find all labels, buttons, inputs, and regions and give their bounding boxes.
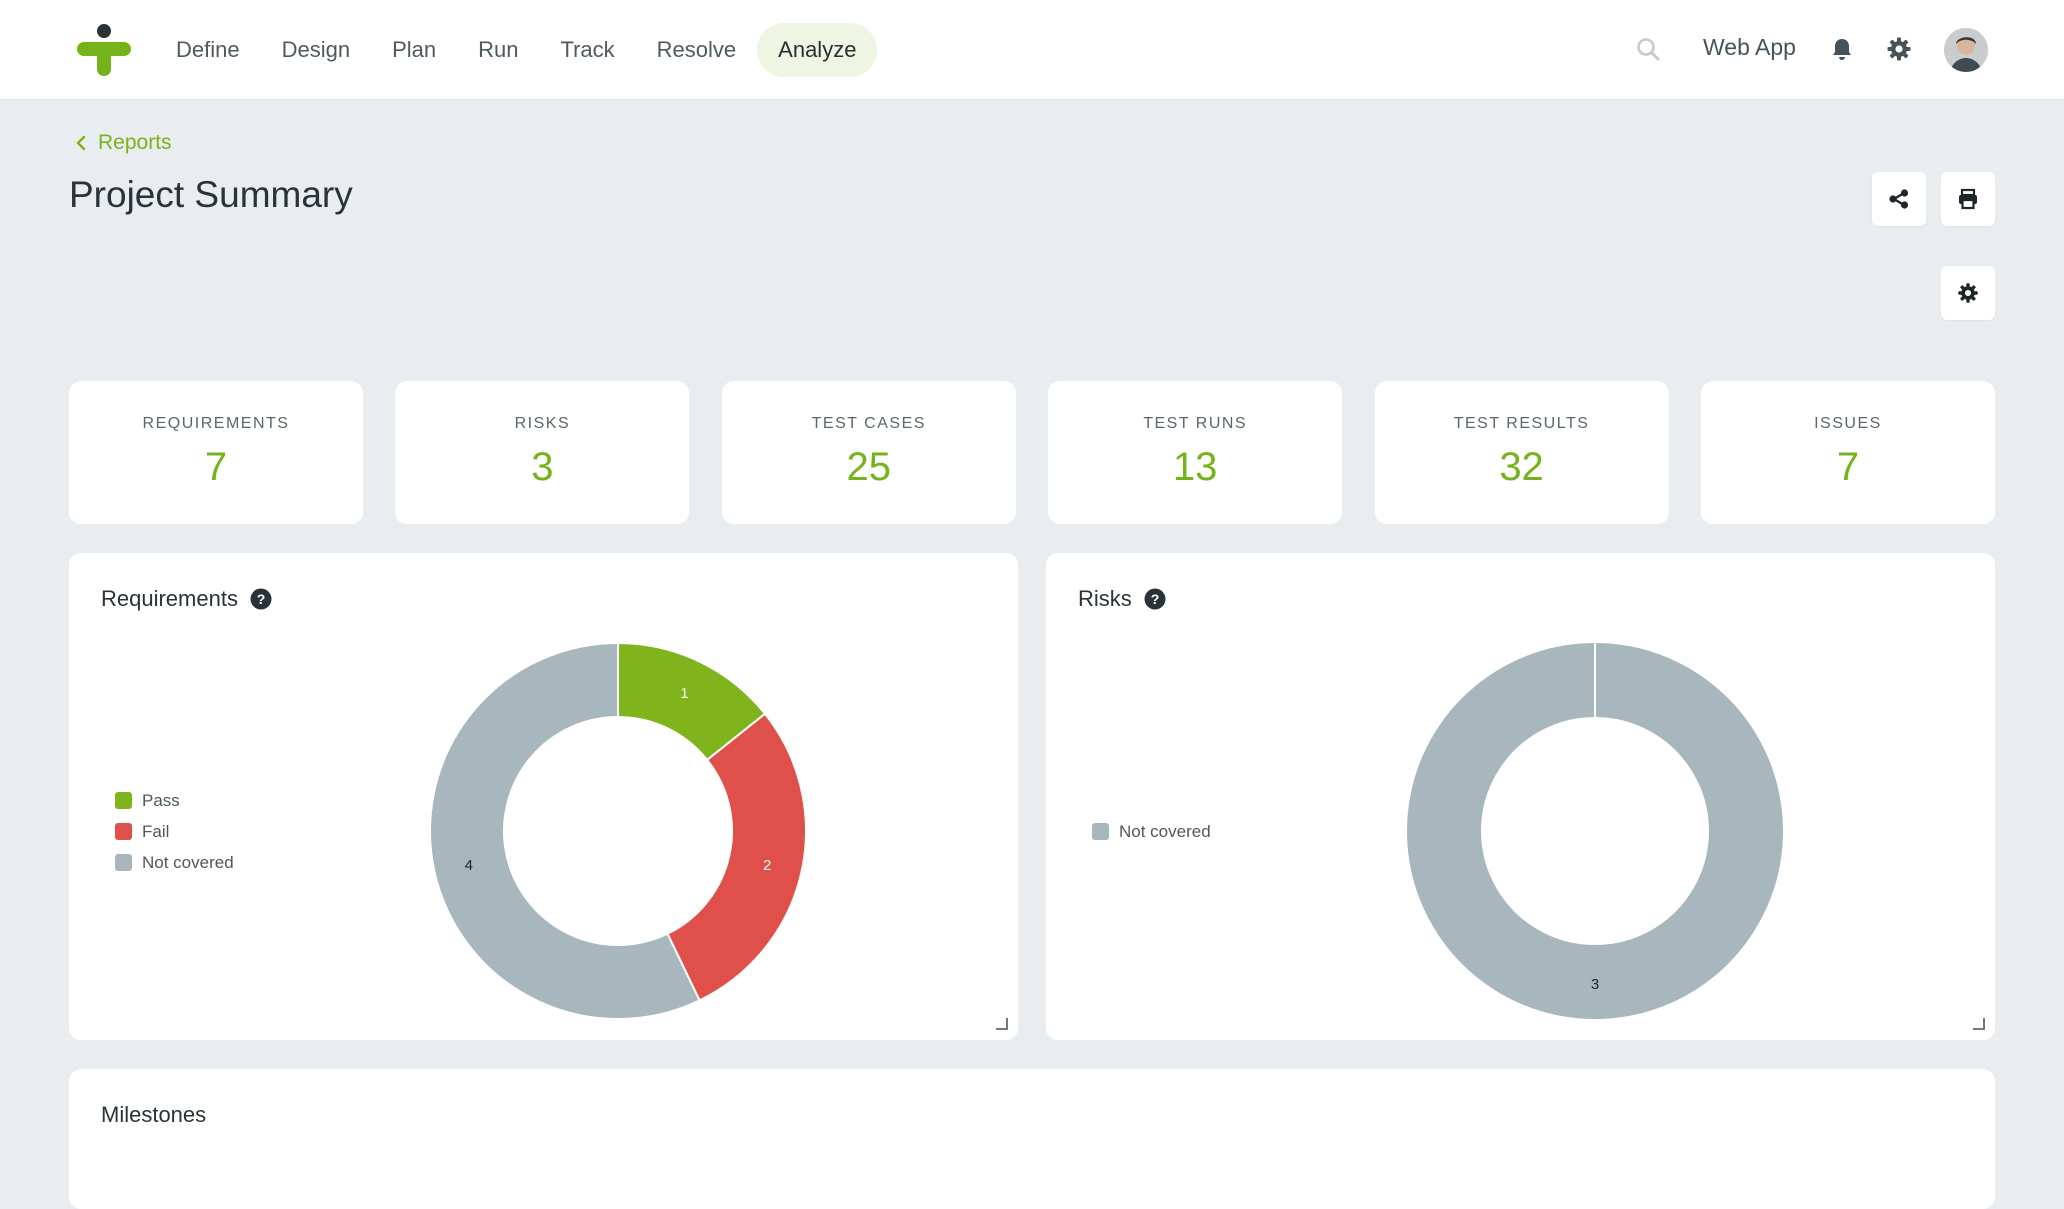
legend-label: Fail [142, 821, 170, 841]
legend-item-not-covered[interactable]: Not covered [115, 847, 234, 878]
gear-icon [1958, 283, 1978, 303]
requirements-title: Requirements [101, 586, 238, 611]
page-title: Project Summary [69, 174, 353, 215]
legend-swatch [115, 854, 132, 871]
back-link-label: Reports [98, 131, 172, 154]
donut-slice-fail[interactable] [666, 712, 807, 1002]
resize-handle[interactable] [996, 1018, 1008, 1030]
share-button[interactable] [1872, 172, 1926, 226]
stat-card-test-results[interactable]: TEST RESULTS 32 [1374, 381, 1669, 524]
question-circle-icon[interactable]: ? [1144, 588, 1166, 610]
panel-title: Requirements ? [101, 586, 272, 612]
legend-swatch [115, 792, 132, 809]
slice-value-label: 1 [680, 685, 688, 702]
stat-card-requirements[interactable]: REQUIREMENTS 7 [69, 381, 363, 524]
legend-label: Not covered [1119, 821, 1211, 841]
nav-run[interactable]: Run [478, 37, 519, 62]
stat-value: 7 [204, 445, 228, 489]
chevron-left-icon [76, 135, 86, 151]
stat-card-test-runs[interactable]: TEST RUNS 13 [1048, 381, 1343, 524]
stat-label: TEST RESULTS [1453, 415, 1590, 432]
stat-label: RISKS [514, 415, 571, 432]
legend-label: Pass [142, 790, 180, 810]
stat-label: TEST CASES [811, 415, 926, 432]
stat-label: REQUIREMENTS [142, 415, 290, 432]
avatar[interactable] [1944, 28, 1988, 72]
nav-define[interactable]: Define [176, 37, 240, 62]
stat-card-test-cases[interactable]: TEST CASES 25 [721, 381, 1016, 524]
requirements-panel: Requirements ? Pass Fail Not covered 1 2 4 [69, 553, 1018, 1040]
top-navigation-bar: Define Design Plan Run Track Resolve Ana… [0, 0, 2064, 100]
risks-legend: Not covered [1092, 816, 1211, 847]
nav-plan[interactable]: Plan [392, 37, 437, 62]
legend-item-fail[interactable]: Fail [115, 816, 234, 847]
stat-label: TEST RUNS [1143, 415, 1248, 432]
requirements-legend: Pass Fail Not covered [115, 785, 234, 878]
share-icon [1889, 189, 1909, 209]
search-icon[interactable] [1635, 36, 1661, 62]
dashboard-settings-button[interactable] [1941, 266, 1995, 320]
legend-swatch [115, 823, 132, 840]
legend-swatch [1092, 823, 1109, 840]
back-to-reports-link[interactable]: Reports [76, 129, 172, 157]
stat-value: 7 [1836, 445, 1860, 489]
print-button[interactable] [1941, 172, 1995, 226]
risks-title: Risks [1078, 586, 1132, 611]
question-circle-icon[interactable]: ? [250, 588, 272, 610]
nav-design[interactable]: Design [281, 37, 351, 62]
stat-value: 32 [1499, 445, 1544, 489]
panel-title: Risks ? [1078, 586, 1166, 612]
requirements-donut-chart: 1 2 4 [429, 641, 807, 1020]
nav-analyze[interactable]: Analyze [757, 23, 878, 77]
milestones-panel: Milestones [69, 1069, 1995, 1209]
gear-icon[interactable] [1886, 36, 1912, 62]
printer-icon [1959, 188, 1977, 210]
legend-item-pass[interactable]: Pass [115, 785, 234, 816]
stat-value: 13 [1172, 445, 1218, 489]
slice-value-label: 3 [1591, 976, 1599, 993]
user-portrait-icon [1944, 28, 1988, 72]
main-nav: Define Design Plan Run Track Resolve Ana… [155, 22, 878, 78]
risks-donut-chart: 3 [1407, 643, 1783, 1019]
stat-value: 3 [531, 445, 554, 489]
donut-slice-not-covered[interactable] [429, 641, 701, 1020]
legend-label: Not covered [142, 852, 234, 872]
svg-text:?: ? [1151, 591, 1160, 607]
stat-card-risks[interactable]: RISKS 3 [395, 381, 690, 524]
summary-stats: REQUIREMENTS 7 RISKS 3 TEST CASES 25 TES… [69, 381, 1995, 524]
legend-item-not-covered[interactable]: Not covered [1092, 816, 1211, 847]
nav-track[interactable]: Track [560, 37, 615, 62]
bell-icon[interactable] [1829, 36, 1855, 62]
risks-panel: Risks ? Not covered 3 [1046, 553, 1995, 1040]
nav-resolve[interactable]: Resolve [656, 37, 737, 62]
tricentis-cross-logo[interactable] [76, 22, 132, 78]
slice-value-label: 2 [763, 857, 771, 874]
stat-value: 25 [846, 445, 892, 489]
stat-card-issues[interactable]: ISSUES 7 [1700, 381, 1995, 524]
app-selector[interactable]: Web App [1703, 34, 1796, 60]
resize-handle[interactable] [1973, 1018, 1985, 1030]
donut-slice-not-covered[interactable] [1407, 643, 1783, 1019]
stat-label: ISSUES [1814, 415, 1882, 432]
slice-value-label: 4 [465, 857, 473, 874]
milestones-title: Milestones [101, 1102, 207, 1127]
svg-text:?: ? [257, 591, 266, 607]
